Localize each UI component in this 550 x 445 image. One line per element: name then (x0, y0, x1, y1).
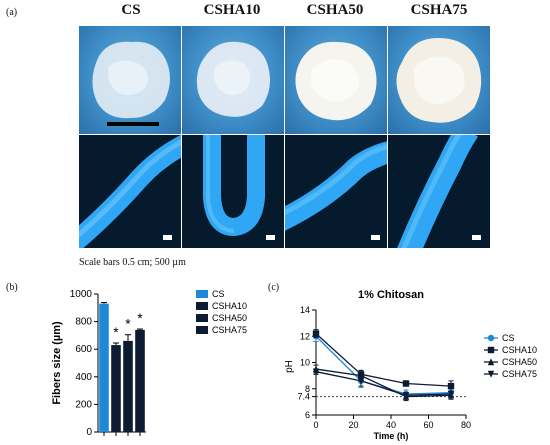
fibers-size-bar-chart: 0 200 400 600 800 1000 Fibers size (µm) * * * CS CS… (51, 289, 247, 438)
fiber-photo-cs (79, 135, 181, 248)
legend-label: CSHA75 (212, 325, 247, 335)
legend-swatch (196, 302, 208, 310)
series-line-csha50 (315, 368, 452, 398)
legend-marker (487, 370, 495, 378)
column-label-csha10: CSHA10 (203, 2, 261, 18)
legend-swatch (196, 326, 208, 334)
scaffold-photo-csha10 (182, 26, 284, 134)
x-tick-label: 80 (461, 420, 471, 430)
fiber-photo-csha10 (182, 135, 284, 248)
series-line-csha75 (315, 371, 452, 396)
legend-label: CSHA50 (502, 357, 537, 367)
data-point-csha75 (312, 368, 320, 376)
x-tick-label: 0 (313, 420, 318, 430)
scale-bar-caption: Scale bars 0.5 cm; 500 µm (79, 257, 186, 268)
data-point-csha10 (447, 382, 455, 390)
legend-label: CS (212, 289, 225, 299)
legend-marker (487, 334, 495, 342)
y-tick-label: 800 (75, 317, 92, 328)
scaffold-photo-csha50 (285, 26, 387, 134)
column-label-cs: CS (121, 2, 141, 18)
legend-marker (487, 346, 495, 354)
scaffold-photo-csha75 (388, 26, 490, 134)
y-axis-label: pH (284, 360, 295, 373)
scaffold-photo-cs (79, 26, 181, 134)
fiber-photo-csha50 (285, 135, 387, 248)
legend-swatch (196, 314, 208, 322)
series-line-csha10 (315, 333, 452, 387)
y-tick-label: 1000 (70, 289, 93, 300)
data-point-csha75 (357, 377, 365, 385)
panel-a-label: (a) (6, 7, 18, 18)
y-tick-label: 14 (300, 305, 310, 315)
y-tick-label: 7.4 (297, 392, 310, 402)
column-label-csha75: CSHA75 (410, 2, 468, 18)
legend-label: CSHA75 (502, 369, 537, 379)
bar-cs (99, 303, 109, 432)
x-tick-label: 60 (423, 420, 433, 430)
panel-b-label: (b) (6, 282, 18, 293)
legend-marker (487, 358, 495, 366)
y-tick-label: 0 (86, 427, 92, 438)
y-tick-label: 600 (75, 344, 92, 355)
x-tick-label: 40 (386, 420, 396, 430)
ph-line-chart: 1% Chitosan 6 7.48 10 12 14 0 20 40 60 80 Time (h) p… (284, 289, 537, 441)
data-point-csha10 (312, 330, 320, 337)
x-tick-label: 20 (348, 420, 358, 430)
legend-label: CSHA10 (212, 301, 247, 311)
data-point-csha75 (402, 392, 410, 400)
significance-marker: * (125, 316, 131, 332)
y-tick-label: 8 (305, 384, 310, 394)
data-point-csha75 (447, 390, 455, 398)
y-tick-label: 200 (75, 399, 92, 410)
bar-csha10 (111, 345, 121, 432)
y-axis-label: Fibers size (µm) (51, 321, 63, 405)
y-tick-label: 400 (75, 372, 92, 383)
y-tick-label: 6 (305, 410, 310, 420)
legend-label: CSHA50 (212, 313, 247, 323)
legend-swatch (196, 290, 208, 298)
y-tick-label: 12 (300, 331, 310, 341)
data-point-csha10 (402, 380, 410, 387)
bar-csha50 (123, 340, 133, 432)
line-chart-title: 1% Chitosan (358, 289, 424, 301)
column-label-csha50: CSHA50 (306, 2, 364, 18)
significance-marker: * (137, 310, 143, 326)
y-tick-label: 10 (300, 358, 310, 368)
legend-label: CSHA10 (502, 345, 537, 355)
legend-label: CS (502, 333, 515, 343)
significance-marker: * (113, 324, 119, 340)
x-axis-label: Time (h) (374, 431, 409, 441)
fiber-photo-csha75 (388, 135, 490, 248)
bar-csha75 (135, 329, 145, 432)
panel-c-label: (c) (268, 282, 280, 293)
